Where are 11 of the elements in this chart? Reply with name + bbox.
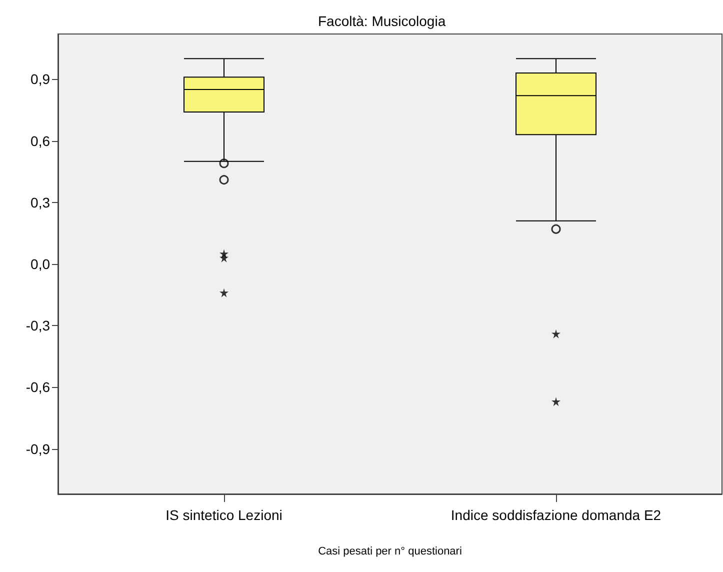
- x-axis-title: Casi pesati per n° questionari: [318, 546, 462, 558]
- y-tick-label: -0,6: [26, 379, 50, 396]
- y-tick-label: 0,6: [30, 132, 50, 149]
- chart-title: Facoltà: Musicologia: [318, 13, 446, 29]
- y-tick-label: 0,3: [30, 194, 50, 210]
- x-tick-label: Indice soddisfazione domanda E2: [450, 507, 662, 523]
- x-tick-label: IS sintetico Lezioni: [166, 507, 282, 523]
- y-tick-label: -0,3: [26, 318, 50, 334]
- y-tick-label: -0,9: [26, 440, 50, 457]
- y-tick-label: 0,9: [30, 71, 50, 88]
- y-tick-label: 0,0: [30, 256, 50, 272]
